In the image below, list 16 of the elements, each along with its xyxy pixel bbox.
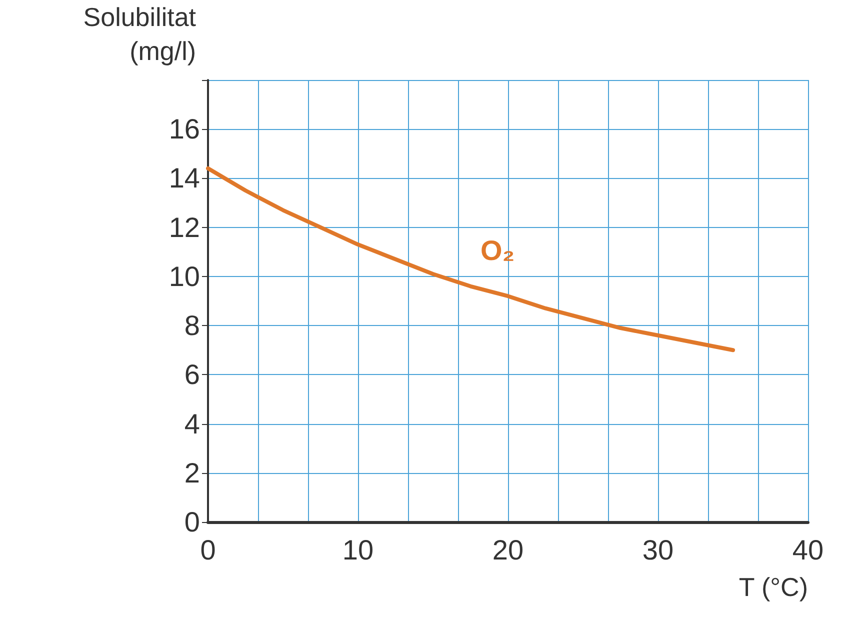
- y-tick-label: 2: [184, 457, 200, 488]
- x-tick-label: 40: [792, 534, 824, 566]
- y-tick-label: 4: [184, 408, 200, 440]
- line-series: [206, 166, 735, 352]
- x-tick-label: 30: [642, 534, 674, 566]
- y-tick-label: 14: [168, 162, 200, 194]
- y-tick-label: 12: [168, 212, 200, 243]
- x-axis-title: T (°C): [738, 572, 808, 602]
- x-tick-label: 20: [492, 534, 524, 566]
- y-tick-label: 6: [184, 359, 200, 390]
- y-tick-label: 8: [184, 310, 200, 342]
- y-tick-label: 16: [168, 114, 200, 145]
- y-axis-title: Solubilitat (mg/l): [83, 2, 197, 66]
- x-tick-label: 10: [342, 534, 374, 566]
- y-tick-label: 0: [184, 506, 200, 538]
- y-tick-label: 10: [168, 260, 200, 292]
